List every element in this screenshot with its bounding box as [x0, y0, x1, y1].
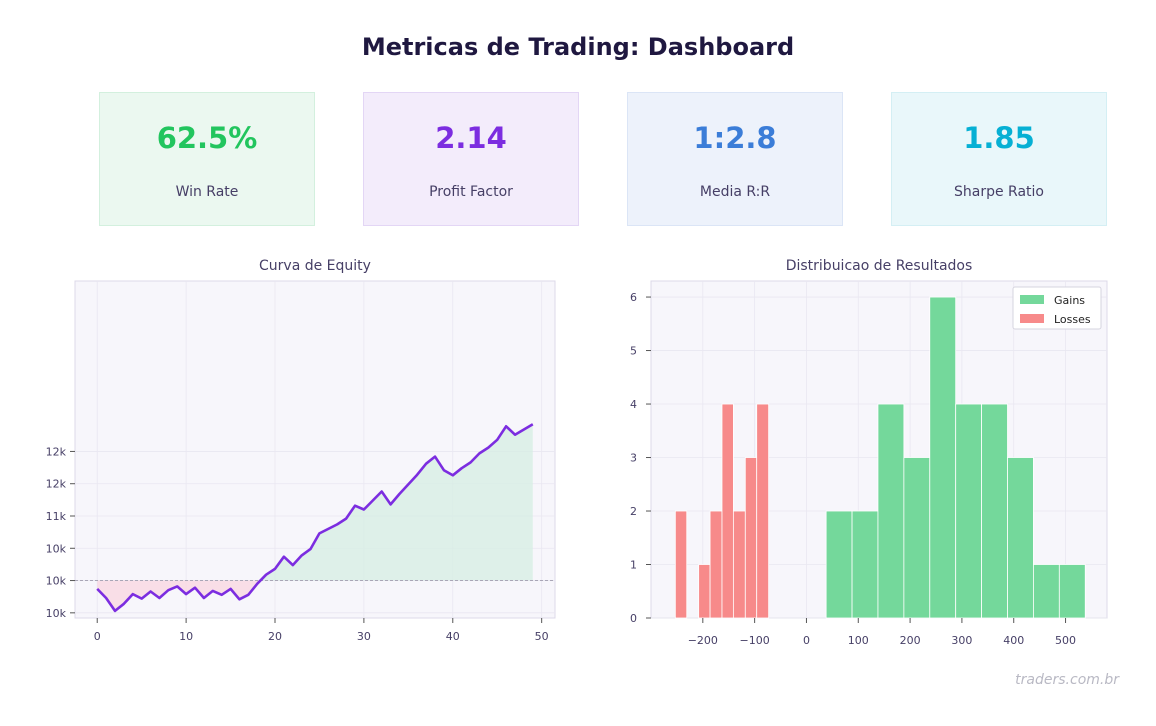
histogram-bar-losses — [698, 564, 711, 619]
equity-x-tick-label: 50 — [535, 630, 549, 643]
equity-y-tick-label: 11k — [46, 510, 67, 523]
equity-y-tick-label: 10k — [46, 607, 67, 620]
equity-x-tick-label: 30 — [357, 630, 371, 643]
histogram-x-tick-label: 400 — [1003, 634, 1024, 647]
sharpe-ratio-label: Sharpe Ratio — [954, 184, 1044, 200]
histogram-x-tick-label: 300 — [951, 634, 972, 647]
histogram-legend — [1012, 286, 1102, 330]
histogram-x-tick-label: 0 — [803, 634, 810, 647]
histogram-x-tick-label: 100 — [848, 634, 869, 647]
profit-factor-card: 2.14 Profit Factor — [363, 92, 579, 226]
legend-label-losses: Losses — [1054, 313, 1091, 326]
equity-x-tick-label: 0 — [94, 630, 101, 643]
histogram-bar-gains — [955, 403, 983, 619]
risk-reward-card: 1:2.8 Media R:R — [627, 92, 843, 226]
histogram-x-tick-label: 200 — [900, 634, 921, 647]
equity-gain-area — [260, 424, 533, 581]
equity-series-line — [96, 423, 534, 613]
equity-y-tick-label: 12k — [46, 478, 67, 491]
histogram-x-tick-label: −200 — [688, 634, 718, 647]
win-rate-card: 62.5% Win Rate — [99, 92, 315, 226]
equity-x-tick-label: 40 — [446, 630, 460, 643]
histogram-x-tick-label: 500 — [1055, 634, 1076, 647]
win-rate-value: 62.5% — [156, 121, 258, 155]
watermark: traders.com.br — [1015, 672, 1119, 688]
equity-plot-area — [74, 280, 556, 619]
histogram-plot-area — [650, 280, 1108, 619]
equity-loss-area — [97, 580, 261, 611]
legend-label-gains: Gains — [1054, 294, 1085, 307]
equity-x-tick-label: 10 — [179, 630, 193, 643]
sharpe-ratio-card: 1.85 Sharpe Ratio — [891, 92, 1107, 226]
equity-y-tick-label: 10k — [46, 575, 67, 588]
equity-x-tick-label: 20 — [268, 630, 282, 643]
histogram-y-tick-label: 4 — [630, 398, 637, 411]
histogram-bar-gains — [877, 403, 905, 619]
histogram-bar-losses — [732, 510, 746, 619]
equity-y-tick-label: 10k — [46, 542, 67, 555]
histogram-bar-gains — [929, 296, 957, 619]
sharpe-ratio-value: 1.85 — [963, 121, 1035, 155]
histogram-bar-losses — [744, 457, 758, 619]
histogram-y-tick-label: 6 — [630, 291, 637, 304]
histogram-chart-title: Distribuicao de Resultados — [786, 258, 973, 274]
win-rate-label: Win Rate — [175, 184, 239, 200]
histogram-bar-gains — [1058, 564, 1086, 619]
histogram-bar-losses — [674, 510, 688, 619]
histogram-y-tick-label: 3 — [630, 452, 637, 465]
histogram-bar-gains — [903, 457, 931, 619]
equity-chart-title: Curva de Equity — [259, 258, 371, 274]
histogram-bar-gains — [1007, 457, 1034, 619]
histogram-y-tick-label: 1 — [630, 559, 637, 572]
legend-swatch-gains — [1020, 295, 1044, 304]
histogram-y-tick-label: 0 — [630, 612, 637, 625]
histogram-y-tick-label: 5 — [630, 345, 637, 358]
histogram-x-tick-label: −100 — [740, 634, 770, 647]
histogram-bar-gains — [825, 510, 853, 619]
profit-factor-value: 2.14 — [435, 121, 507, 155]
histogram-bar-losses — [709, 510, 723, 619]
profit-factor-label: Profit Factor — [429, 184, 513, 200]
histogram-bar-gains — [981, 403, 1008, 619]
histogram-bar-losses — [721, 403, 734, 619]
legend-swatch-losses — [1020, 314, 1044, 323]
histogram-bar-gains — [1033, 564, 1060, 619]
histogram-bar-losses — [756, 403, 770, 619]
equity-y-tick-label: 12k — [46, 445, 67, 458]
risk-reward-label: Media R:R — [699, 184, 771, 200]
risk-reward-value: 1:2.8 — [693, 121, 777, 155]
dashboard-title: Metricas de Trading: Dashboard — [361, 33, 795, 61]
histogram-bar-gains — [851, 510, 879, 619]
histogram-y-tick-label: 2 — [630, 505, 637, 518]
